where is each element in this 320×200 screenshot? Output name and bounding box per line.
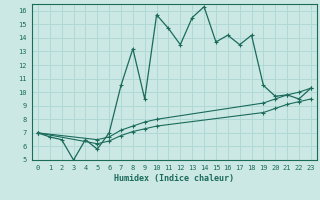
X-axis label: Humidex (Indice chaleur): Humidex (Indice chaleur) [115, 174, 234, 183]
